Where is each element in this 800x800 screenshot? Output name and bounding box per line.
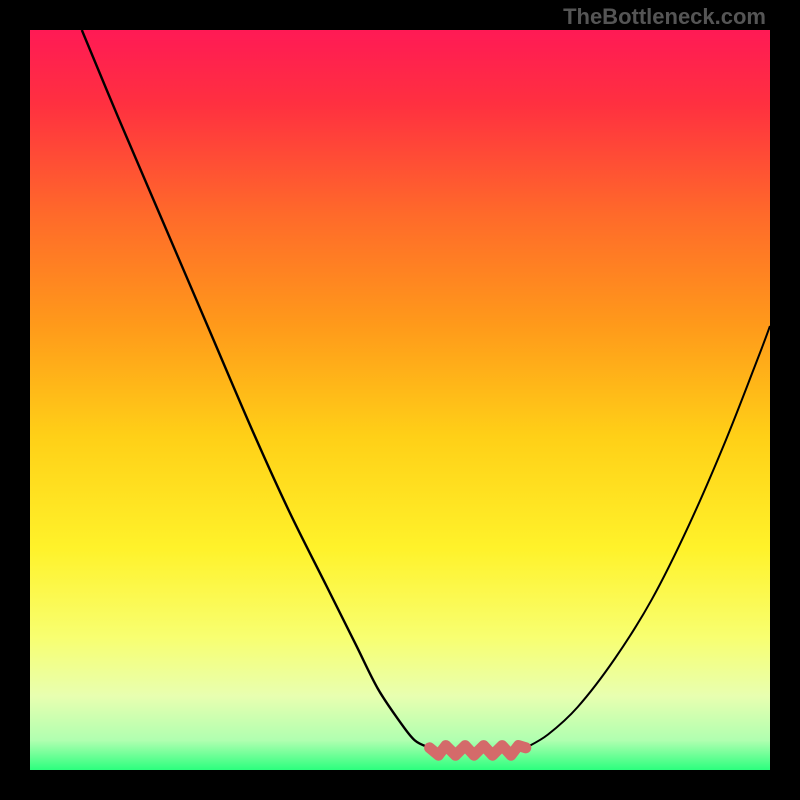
chart-stage: TheBottleneck.com	[0, 0, 800, 800]
watermark-text: TheBottleneck.com	[563, 4, 766, 30]
caterpillar-segment	[430, 746, 526, 756]
curves-layer	[30, 30, 770, 770]
curve-right	[526, 326, 770, 748]
plot-area	[30, 30, 770, 770]
curve-left	[82, 30, 430, 748]
